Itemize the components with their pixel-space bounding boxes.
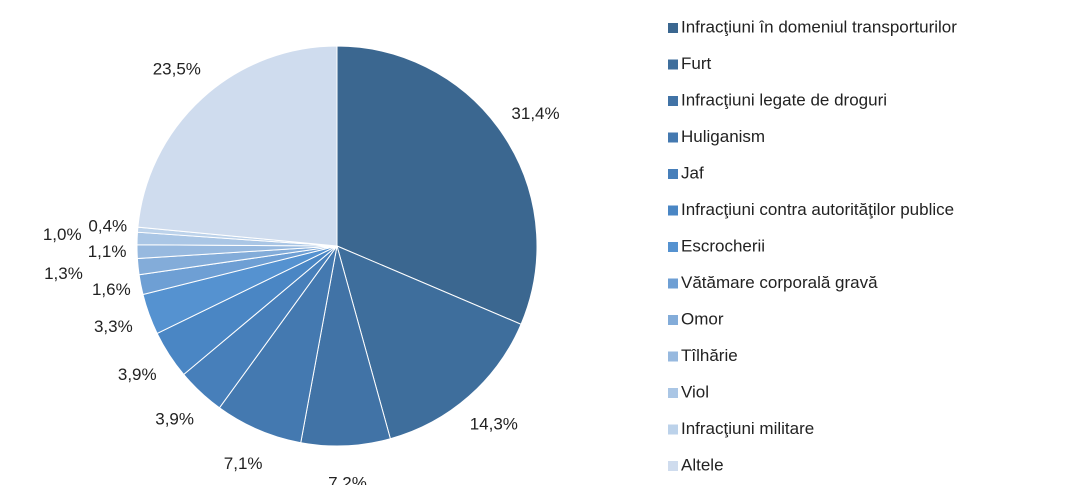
legend-label: Altele <box>681 455 724 474</box>
data-label: 7,1% <box>224 454 263 473</box>
legend-label: Escrocherii <box>681 236 765 255</box>
data-label: 1,6% <box>92 280 131 299</box>
pie-slice <box>336 245 522 440</box>
legend-swatch <box>668 424 678 435</box>
legend-swatch <box>668 23 678 33</box>
data-label: 3,9% <box>118 365 157 384</box>
legend-label: Furt <box>681 54 712 73</box>
legend-swatch <box>668 59 678 70</box>
data-label: 1,3% <box>44 264 83 283</box>
legend-label: Infracţiuni în domeniul transporturilor <box>681 17 957 36</box>
legend-swatch <box>668 242 678 252</box>
legend-swatch <box>668 461 678 471</box>
legend-swatch <box>668 205 678 216</box>
legend-swatch <box>668 132 678 143</box>
pie-slice <box>336 45 538 325</box>
legend-swatch <box>668 169 678 179</box>
legend-label: Viol <box>681 382 709 401</box>
data-label: 7,2% <box>328 473 367 485</box>
legend-swatch <box>668 351 678 362</box>
pie-slice <box>137 45 338 247</box>
legend-swatch <box>668 96 678 106</box>
legend-label: Omor <box>681 309 724 328</box>
data-label: 0,4% <box>88 217 127 236</box>
legend-label: Infracţiuni contra autorităţilor publice <box>681 200 954 219</box>
legend-label: Infracţiuni militare <box>681 419 814 438</box>
data-label: 1,0% <box>43 225 82 244</box>
legend-swatch <box>668 278 678 289</box>
data-label: 3,3% <box>94 317 133 336</box>
data-label: 31,4% <box>511 104 559 123</box>
legend-label: Huliganism <box>681 127 765 146</box>
legend-swatch <box>668 388 678 398</box>
legend-swatch <box>668 315 678 325</box>
data-label: 14,3% <box>470 415 518 434</box>
data-label: 3,9% <box>155 409 194 428</box>
data-label: 23,5% <box>153 59 201 78</box>
legend-label: Infracţiuni legate de droguri <box>681 90 887 109</box>
legend-label: Vătămare corporală gravă <box>681 273 878 292</box>
legend-label: Tîlhărie <box>681 346 738 365</box>
data-label: 1,1% <box>88 242 127 261</box>
legend-label: Jaf <box>681 163 704 182</box>
